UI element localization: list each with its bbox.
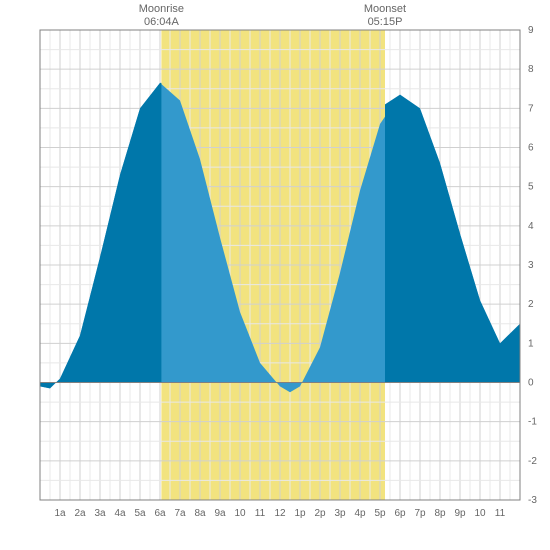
- x-tick-label: 5a: [134, 508, 146, 519]
- x-tick-label: 9a: [214, 508, 226, 519]
- y-tick-label: 7: [528, 103, 534, 114]
- y-tick-label: 2: [528, 299, 534, 310]
- moonset-label: Moonset: [364, 3, 406, 15]
- y-tick-label: 5: [528, 182, 534, 193]
- x-tick-label: 7p: [414, 508, 426, 519]
- x-tick-label: 12: [274, 508, 286, 519]
- tide-area-dark-0: [40, 83, 161, 389]
- x-tick-label: 2a: [74, 508, 86, 519]
- y-tick-label: 6: [528, 143, 534, 154]
- y-tick-label: -2: [528, 456, 537, 467]
- moonset-time: 05:15P: [368, 16, 403, 28]
- x-tick-label: 5p: [374, 508, 386, 519]
- x-tick-label: 10: [474, 508, 486, 519]
- y-tick-label: 4: [528, 221, 534, 232]
- y-tick-label: 8: [528, 64, 534, 75]
- x-tick-label: 4p: [354, 508, 366, 519]
- y-tick-label: -3: [528, 495, 537, 506]
- y-tick-label: -1: [528, 417, 537, 428]
- x-tick-label: 11: [255, 508, 266, 519]
- y-tick-label: 9: [528, 25, 534, 36]
- moonrise-time: 06:04A: [144, 16, 180, 28]
- x-tick-label: 3a: [94, 508, 106, 519]
- x-tick-label: 9p: [454, 508, 466, 519]
- x-tick-label: 8a: [194, 508, 206, 519]
- x-tick-label: 10: [234, 508, 246, 519]
- y-tick-label: 0: [528, 378, 534, 389]
- x-tick-label: 1p: [294, 508, 306, 519]
- x-tick-label: 3p: [334, 508, 346, 519]
- chart-svg: -3-2-101234567891a2a3a4a5a6a7a8a9a101112…: [0, 0, 550, 550]
- x-tick-label: 8p: [434, 508, 446, 519]
- tide-chart: -3-2-101234567891a2a3a4a5a6a7a8a9a101112…: [0, 0, 550, 550]
- x-tick-label: 4a: [114, 508, 126, 519]
- x-tick-label: 11: [495, 508, 506, 519]
- x-tick-label: 2p: [314, 508, 326, 519]
- y-tick-label: 3: [528, 260, 534, 271]
- x-tick-label: 1a: [54, 508, 66, 519]
- x-tick-label: 6a: [154, 508, 166, 519]
- x-tick-label: 6p: [394, 508, 406, 519]
- y-tick-label: 1: [528, 338, 534, 349]
- moonrise-label: Moonrise: [139, 3, 184, 15]
- x-tick-label: 7a: [174, 508, 186, 519]
